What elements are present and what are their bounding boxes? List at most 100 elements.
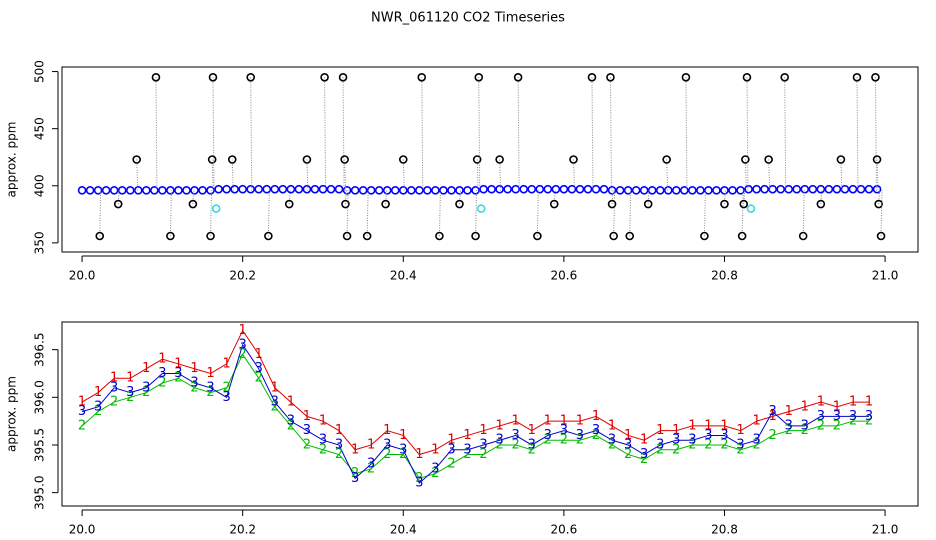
point — [840, 184, 850, 194]
point — [358, 186, 368, 195]
point-marker: 2 — [544, 433, 552, 448]
point-marker: 2 — [174, 371, 182, 386]
point-marker: 2 — [431, 466, 439, 481]
point — [132, 155, 141, 164]
point-marker: 2 — [126, 390, 134, 405]
point-marker: 2 — [447, 457, 455, 472]
point-marker: 2 — [239, 347, 247, 362]
point — [431, 186, 440, 195]
point-marker: 2 — [367, 461, 375, 476]
point — [662, 155, 671, 164]
point — [680, 186, 689, 195]
drop-line — [344, 190, 347, 205]
point-marker: 1 — [399, 428, 407, 443]
point-marker: 1 — [656, 423, 664, 438]
point — [206, 186, 215, 195]
point — [342, 186, 352, 195]
point — [607, 199, 617, 209]
point-marker: 3 — [479, 437, 487, 452]
point-marker: 3 — [287, 414, 295, 429]
drop-line — [741, 190, 744, 237]
drop-line — [402, 159, 405, 191]
point-marker: 2 — [592, 428, 600, 443]
point-marker: 1 — [110, 371, 118, 386]
drop-line — [475, 190, 478, 237]
point-marker: 2 — [608, 437, 616, 452]
point-marker: 2 — [672, 442, 680, 457]
drop-line — [840, 159, 843, 191]
point-marker: 2 — [624, 447, 632, 462]
point-marker: 1 — [833, 399, 841, 414]
drop-line — [210, 190, 213, 237]
drop-line — [768, 159, 771, 191]
point — [671, 186, 681, 195]
point — [150, 186, 159, 195]
point — [876, 231, 886, 241]
point — [472, 155, 482, 164]
point-marker: 2 — [142, 385, 150, 400]
point-marker: 3 — [94, 399, 102, 414]
drop-line — [136, 159, 139, 191]
point — [95, 231, 105, 241]
point — [848, 184, 858, 194]
plot-frame — [61, 66, 919, 253]
point — [158, 186, 167, 195]
point — [551, 184, 561, 194]
point — [780, 72, 790, 82]
point-marker: 2 — [94, 404, 102, 419]
point-marker: 3 — [495, 433, 503, 448]
point — [362, 231, 372, 241]
x-tick-label: 20.6 — [551, 269, 578, 283]
point — [318, 184, 328, 194]
point — [222, 184, 231, 194]
point-marker: 1 — [479, 423, 487, 438]
point-marker: 2 — [110, 395, 118, 410]
point-marker: 2 — [640, 452, 648, 467]
point — [856, 184, 866, 194]
point — [816, 184, 826, 194]
point-marker: 3 — [528, 437, 536, 452]
point — [744, 184, 753, 194]
point — [471, 231, 480, 241]
point — [174, 186, 183, 195]
series-line — [81, 353, 870, 479]
point-marker: 1 — [785, 404, 793, 419]
point — [166, 186, 175, 195]
point-marker: 1 — [849, 395, 857, 410]
point — [535, 184, 545, 194]
point-marker: 3 — [785, 418, 793, 433]
point — [776, 184, 785, 194]
drop-line — [611, 190, 614, 205]
point — [872, 155, 882, 164]
y-tick-label: 450 — [33, 117, 47, 140]
point-marker: 2 — [287, 418, 295, 433]
point — [704, 186, 713, 195]
point — [93, 186, 103, 195]
point-marker: 1 — [222, 356, 230, 371]
point — [606, 72, 615, 82]
point-marker: 1 — [239, 323, 247, 338]
point-marker: 3 — [174, 366, 182, 381]
point — [407, 186, 416, 195]
point — [639, 186, 649, 195]
point — [543, 184, 553, 194]
point — [623, 186, 633, 195]
drop-line — [478, 77, 481, 191]
point-marker: 2 — [415, 471, 423, 486]
x-tick-label: 20.8 — [711, 269, 738, 283]
point — [198, 186, 207, 195]
y-tick-label: 395.5 — [33, 428, 47, 462]
point — [511, 184, 520, 194]
x-tick-label: 21.0 — [872, 269, 899, 283]
point — [340, 155, 349, 164]
drop-line — [421, 77, 424, 191]
point-marker: 2 — [769, 428, 777, 443]
drop-line — [613, 190, 616, 237]
drop-line — [438, 190, 441, 237]
point — [808, 184, 818, 194]
drop-line — [573, 159, 576, 191]
point — [768, 184, 777, 194]
point — [334, 184, 344, 194]
x-tick-label: 20.4 — [390, 523, 417, 537]
point-marker: 3 — [512, 428, 520, 443]
